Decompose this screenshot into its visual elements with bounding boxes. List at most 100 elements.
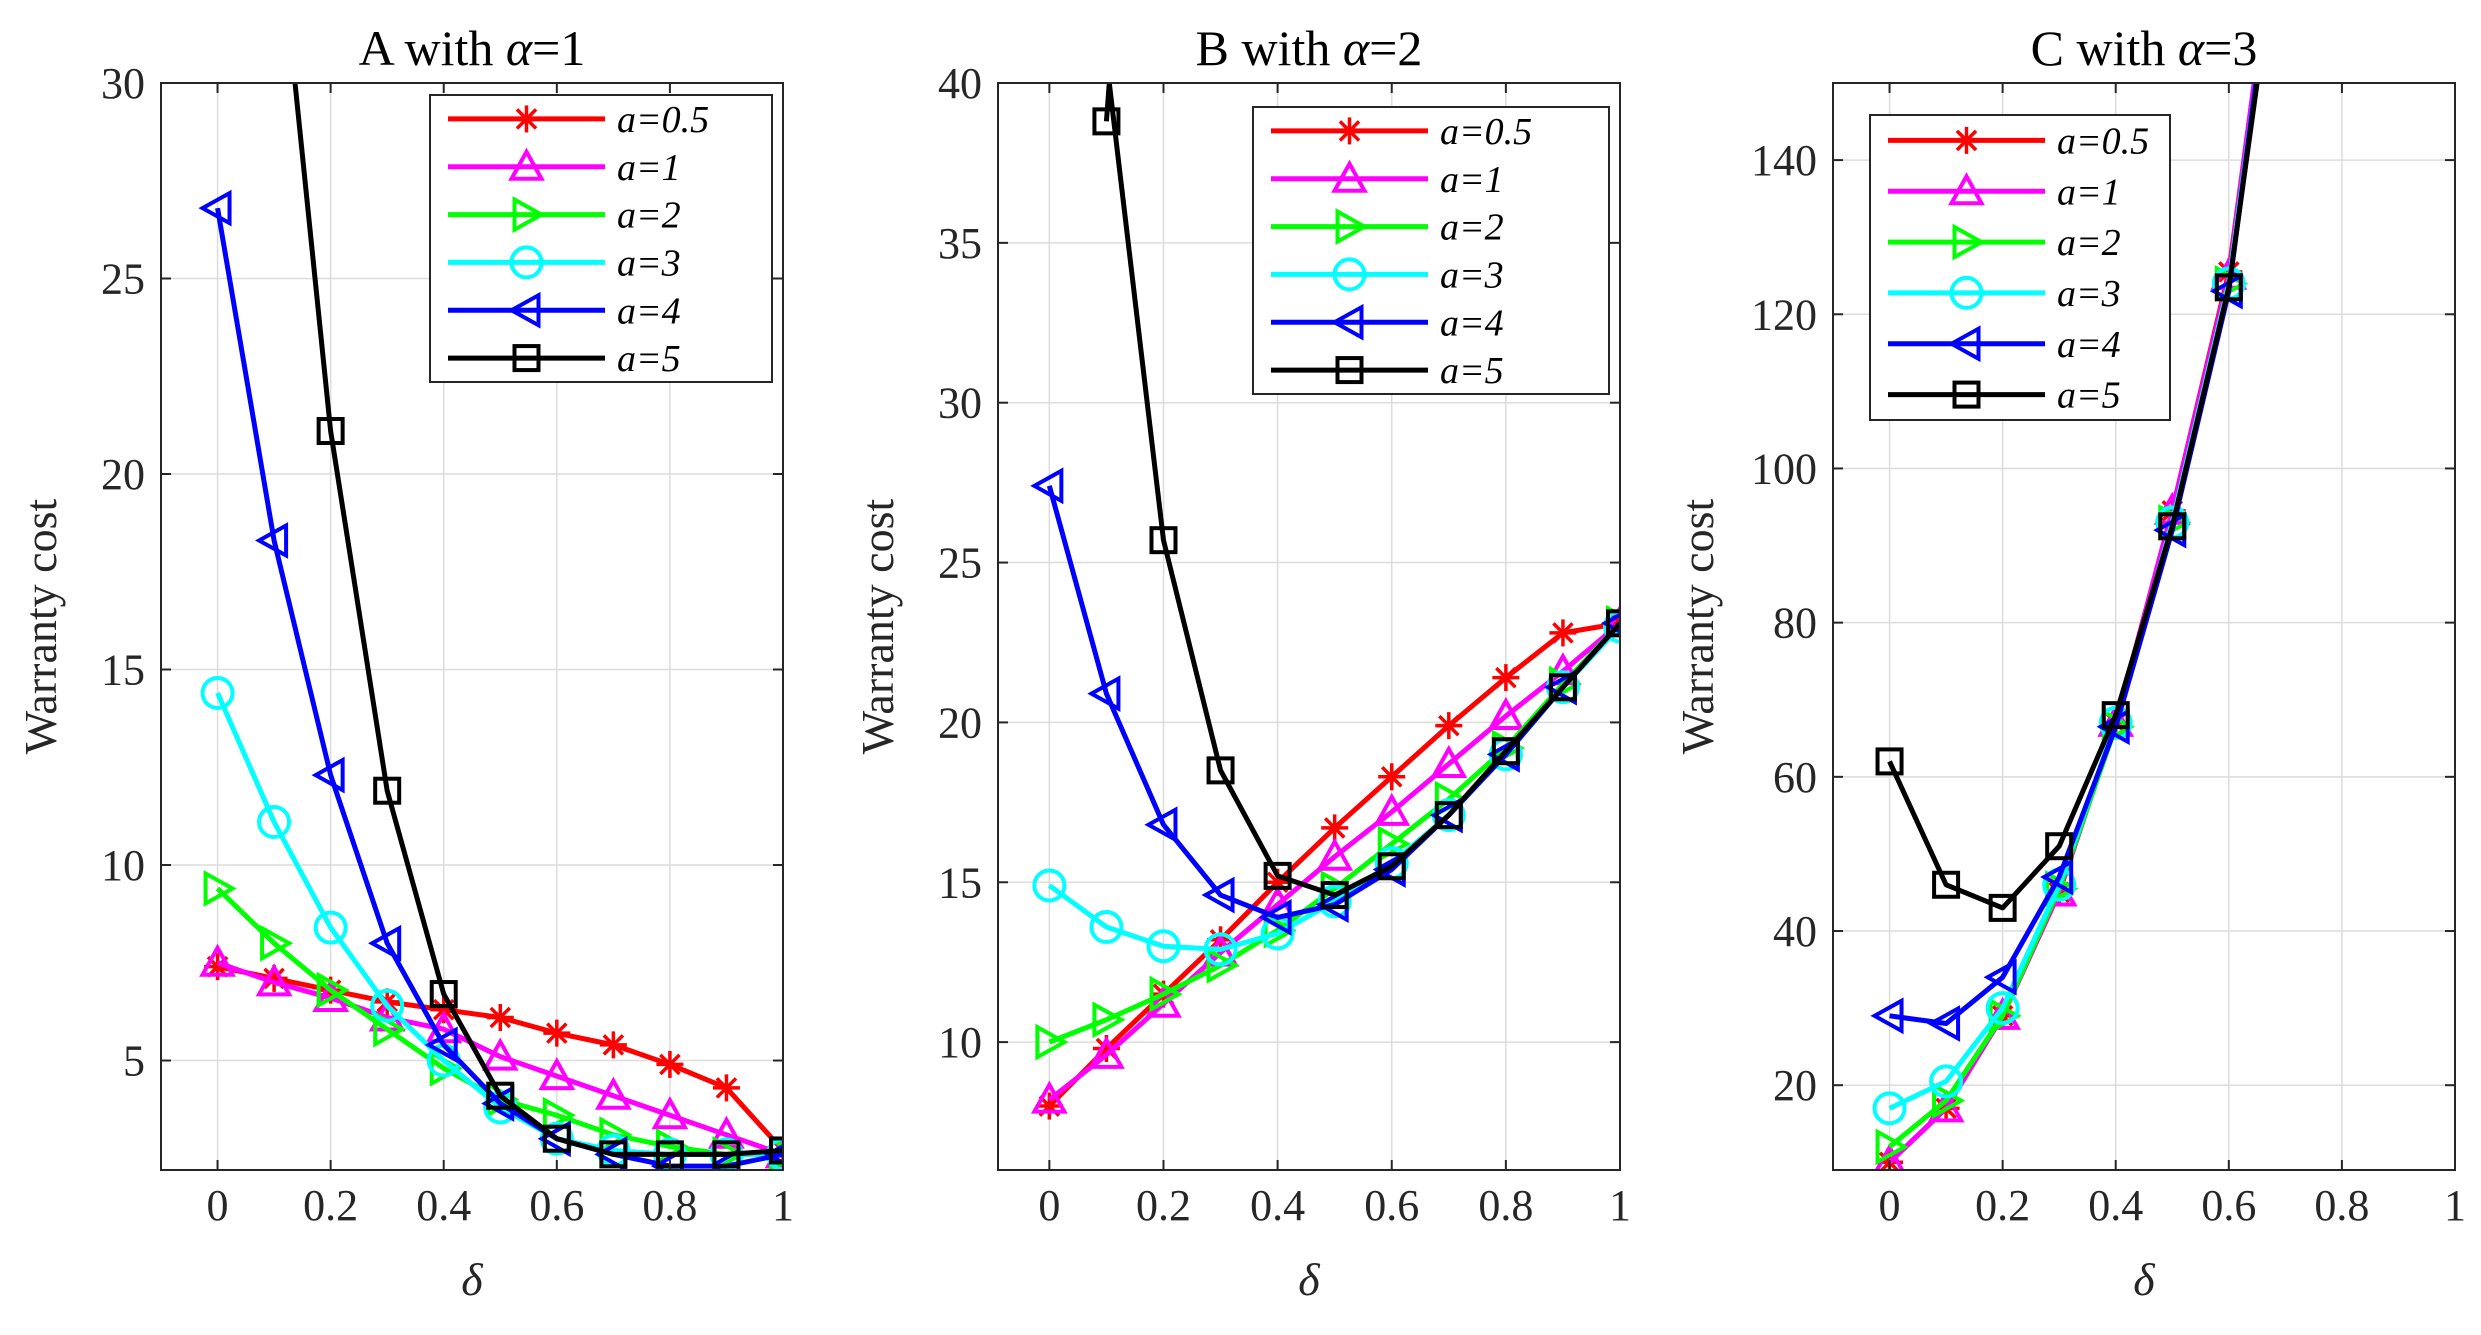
legend-label: a=5 <box>617 338 681 380</box>
data-point <box>257 805 292 840</box>
data-point <box>313 910 348 945</box>
legend-label: a=3 <box>1440 254 1504 296</box>
legend-label: a=4 <box>617 290 681 332</box>
legend-entry-a=1: a=1 <box>1271 159 1504 201</box>
legend-label: a=3 <box>2057 273 2121 315</box>
y-tick-label: 20 <box>101 450 145 499</box>
chart-panel-2: 0 0.2 0.4 0.6 0.8 1 10 15 20 25 30 35 40 B with α=2 δ W… <box>852 20 1631 1305</box>
legend-entry-a=0.5: a=0.5 <box>448 99 709 141</box>
legend-marker <box>1335 356 1364 385</box>
data-point <box>311 756 345 794</box>
axes-box <box>160 82 784 1171</box>
y-tick-label: 100 <box>1751 444 1817 493</box>
legend-marker <box>1948 172 1985 206</box>
legend-label: a=1 <box>617 147 681 189</box>
x-tick-label: 0 <box>1038 1181 1060 1230</box>
x-tick-label: 0.8 <box>642 1181 697 1230</box>
series-a=5 <box>1092 83 1620 910</box>
legend-marker <box>1335 208 1369 245</box>
legend-marker <box>1332 257 1367 292</box>
y-tick-label: 25 <box>938 539 982 588</box>
legend-entry-a=2: a=2 <box>1271 207 1504 249</box>
legend-marker <box>512 196 546 233</box>
x-tick-label: 1 <box>1609 1181 1631 1230</box>
data-point <box>1487 696 1525 731</box>
data-point <box>1872 1091 1907 1126</box>
data-point <box>1870 997 1904 1035</box>
data-point <box>260 924 294 962</box>
data-point <box>1601 604 1620 638</box>
legend-marker <box>1949 275 1984 310</box>
legend-box <box>1869 114 2171 421</box>
legend-marker <box>513 105 540 133</box>
data-point <box>373 776 402 805</box>
data-point <box>1144 806 1178 844</box>
data-point <box>2101 701 2130 730</box>
legend-marker <box>509 245 544 280</box>
legend-entry-a=2: a=2 <box>448 195 681 237</box>
chart-title: A with α=1 <box>359 20 586 76</box>
data-point <box>1317 884 1352 919</box>
data-point <box>1089 910 1124 945</box>
x-axis-label: δ <box>1298 1254 1320 1305</box>
legend-marker <box>1952 223 1986 261</box>
y-tick-label: 15 <box>101 646 145 695</box>
data-point <box>1491 737 1520 766</box>
x-axis-label: δ <box>461 1254 483 1305</box>
data-point <box>1932 870 1961 899</box>
y-tick-label: 40 <box>1773 907 1817 956</box>
data-point <box>1988 893 2017 922</box>
data-point <box>1985 991 2020 1026</box>
legend: a=0.5 a=1 a=2 a=3 a=4 a=5 <box>1252 106 1610 395</box>
x-tick-label: 0.6 <box>2201 1181 2256 1230</box>
legend-label: a=1 <box>1440 159 1504 201</box>
legend-entry-a=1: a=1 <box>1888 171 2121 213</box>
legend-marker <box>1947 325 1981 363</box>
series-line <box>1887 83 2260 911</box>
data-point <box>543 1019 571 1047</box>
data-point <box>1320 881 1349 910</box>
data-point <box>1430 744 1468 778</box>
data-point <box>1434 801 1463 830</box>
x-tick-label: 0.8 <box>1478 1181 1533 1230</box>
data-point <box>316 416 345 445</box>
data-point <box>255 963 293 997</box>
legend-entry-a=4: a=4 <box>1888 324 2121 366</box>
legend-label: a=0.5 <box>1440 111 1532 153</box>
data-point <box>316 971 350 1009</box>
legend-label: a=2 <box>617 195 681 237</box>
legend-label: a=1 <box>2057 171 2121 213</box>
data-point <box>1203 932 1238 967</box>
y-tick-label: 20 <box>1773 1061 1817 1110</box>
data-point <box>1035 1023 1069 1061</box>
data-point <box>1087 675 1121 713</box>
data-point <box>1206 946 1240 984</box>
chart-title: B with α=2 <box>1196 20 1423 76</box>
x-tick-label: 0.4 <box>2088 1181 2143 1230</box>
y-tick-label: 80 <box>1773 599 1817 648</box>
x-tick-label: 0.4 <box>1250 1181 1305 1230</box>
data-point <box>599 1031 627 1059</box>
data-point <box>368 924 402 962</box>
legend-entry-a=3: a=3 <box>1271 254 1504 296</box>
data-point <box>769 1136 783 1165</box>
data-point <box>1092 1001 1126 1039</box>
legend-entry-a=3: a=3 <box>1888 273 2121 315</box>
series-line <box>215 886 783 1157</box>
y-axis-label: Warranty cost <box>852 498 903 754</box>
legend-box <box>1252 106 1610 395</box>
data-point <box>1377 825 1411 863</box>
data-point <box>1932 1082 1966 1120</box>
data-point <box>1146 929 1181 964</box>
data-point <box>2045 832 2074 861</box>
data-point <box>1149 975 1183 1013</box>
data-point <box>429 980 458 1009</box>
series-group <box>1870 83 2260 1170</box>
data-point <box>1032 868 1067 903</box>
y-tick-label: 15 <box>938 858 982 907</box>
y-tick-label: 35 <box>938 219 982 268</box>
y-tick-label: 60 <box>1773 753 1817 802</box>
legend-label: a=3 <box>617 242 681 284</box>
